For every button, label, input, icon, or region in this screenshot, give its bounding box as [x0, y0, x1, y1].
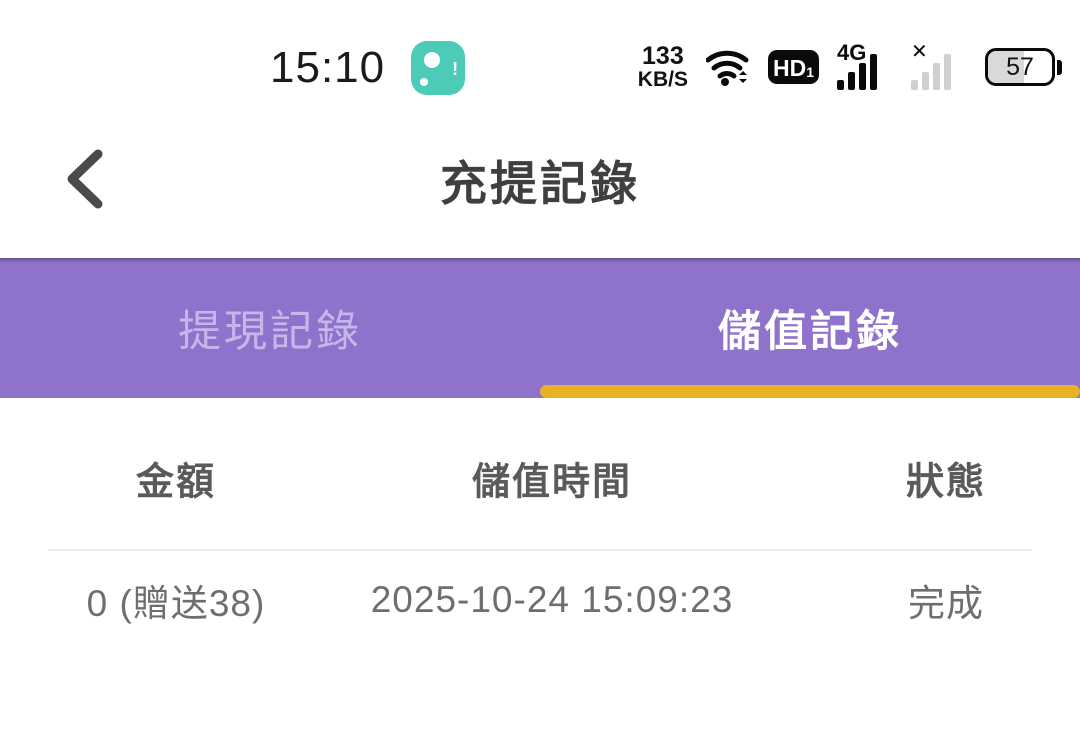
row-time: 2025-10-24 15:09:23 — [370, 579, 734, 620]
col-header-time: 儲值時間 — [471, 461, 633, 504]
wifi-icon — [705, 47, 750, 87]
status-bar-left: 15:10 ! — [270, 40, 466, 96]
network-speed-indicator: 133 KB/S — [637, 42, 688, 91]
no-signal-sim-icon: ✕ — [911, 41, 967, 90]
notification-app-icon: ! — [411, 41, 466, 95]
records-table: 金額 儲值時間 狀態 0 (贈送38) 2025-10-24 15:09:23 … — [0, 398, 1080, 640]
back-button[interactable] — [50, 144, 120, 214]
network-speed-value: 133 — [642, 42, 684, 70]
clock: 15:10 — [270, 43, 386, 92]
network-type-label: 4G — [837, 40, 867, 65]
page-header: 充提記錄 — [0, 100, 1080, 258]
battery-cap — [1057, 59, 1062, 75]
tab-deposit-label: 儲值記錄 — [718, 308, 902, 356]
cellular-signal-icon: 4G — [837, 40, 893, 90]
tab-withdraw-label: 提現記錄 — [178, 308, 362, 356]
tab-deposit-records[interactable]: 儲值記錄 — [540, 258, 1080, 398]
page-title: 充提記錄 — [440, 156, 640, 210]
table-header-row: 金額 儲值時間 狀態 — [0, 438, 1080, 518]
active-tab-underline — [540, 385, 1080, 398]
tab-bar: 提現記錄 儲值記錄 — [0, 258, 1080, 398]
tab-withdraw-records[interactable]: 提現記錄 — [0, 258, 540, 398]
battery-fill — [988, 51, 1025, 83]
status-bar: 15:10 ! 133 KB/S HD 1 4G — [0, 0, 1080, 100]
table-divider — [48, 549, 1032, 551]
row-amount: 0 (贈送38) — [86, 583, 266, 624]
signal-bars — [837, 54, 893, 90]
table-row: 0 (贈送38) 2025-10-24 15:09:23 完成 — [0, 560, 1080, 640]
status-bar-right: 133 KB/S HD 1 4G ✕ — [638, 36, 1062, 98]
hd-badge-text: HD — [772, 55, 807, 81]
network-speed-unit: KB/S — [637, 68, 688, 91]
app-icon-ring — [424, 52, 441, 68]
signal-bars-dim — [911, 54, 967, 90]
battery-percent: 57 — [1006, 52, 1034, 81]
battery-indicator: 57 — [985, 48, 1062, 86]
app-icon-exclamation: ! — [452, 59, 459, 79]
col-header-amount: 金額 — [135, 461, 217, 504]
col-header-status: 狀態 — [905, 461, 987, 504]
row-status: 完成 — [908, 583, 984, 624]
app-icon-dot — [420, 78, 429, 86]
battery-body: 57 — [985, 48, 1055, 86]
no-signal-x: ✕ — [911, 41, 928, 63]
back-chevron-icon — [67, 149, 103, 209]
hd-call-badge: HD 1 — [767, 50, 819, 84]
hd-badge-sub: 1 — [806, 64, 814, 80]
